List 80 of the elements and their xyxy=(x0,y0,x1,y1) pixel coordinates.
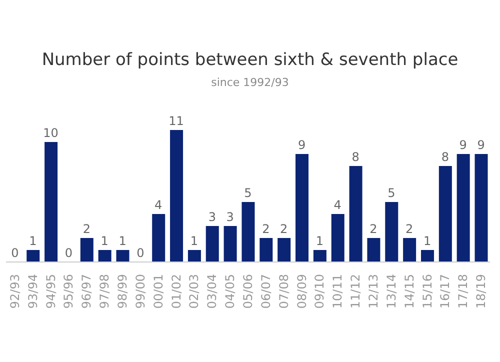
data-label: 0 xyxy=(64,246,73,260)
bar xyxy=(152,214,166,262)
x-tick-label: 08/09 xyxy=(294,274,309,309)
data-label: 1 xyxy=(316,234,324,248)
data-label: 9 xyxy=(298,138,306,152)
bar xyxy=(385,202,398,262)
data-label: 2 xyxy=(262,222,270,236)
data-label: 2 xyxy=(82,222,90,236)
x-tick-label: 11/12 xyxy=(348,274,363,309)
x-tick-label: 12/13 xyxy=(366,274,380,309)
data-label: 1 xyxy=(423,234,432,248)
data-label: 3 xyxy=(208,210,216,224)
data-label: 11 xyxy=(168,114,184,128)
x-tick-label: 94/95 xyxy=(44,274,58,309)
x-tick-label: 16/17 xyxy=(438,274,452,309)
data-label: 4 xyxy=(334,198,342,212)
x-tick-label: 18/19 xyxy=(474,274,488,309)
bar xyxy=(474,154,488,262)
data-label: 2 xyxy=(280,222,288,236)
x-tick-label: 03/04 xyxy=(205,274,220,309)
data-label: 8 xyxy=(352,150,360,164)
bar xyxy=(367,238,380,262)
x-tick-label: 00/01 xyxy=(151,274,166,309)
bar xyxy=(403,238,416,262)
bar xyxy=(438,166,452,262)
chart-title: Number of points between sixth & seventh place xyxy=(40,50,460,70)
bar xyxy=(224,226,237,262)
bar xyxy=(170,130,184,262)
x-tick-label: 13/14 xyxy=(384,274,398,309)
data-label: 0 xyxy=(11,246,19,260)
bar xyxy=(313,250,326,262)
x-tick-label: 14/15 xyxy=(402,274,416,309)
x-tick-label: 07/08 xyxy=(276,274,291,309)
data-label: 1 xyxy=(118,234,126,248)
x-tick-label: 05/06 xyxy=(241,274,255,309)
x-tick-label: 95/96 xyxy=(62,274,76,309)
data-label: 5 xyxy=(388,186,396,200)
data-label: 4 xyxy=(154,198,162,212)
x-tick-label: 17/18 xyxy=(456,274,470,309)
x-tick-label: 10/11 xyxy=(330,274,345,309)
data-label: 1 xyxy=(100,234,108,248)
x-tick-label: 96/97 xyxy=(80,274,94,309)
x-tick-label: 98/99 xyxy=(116,274,130,309)
bar xyxy=(80,238,94,262)
x-tick-label: 01/02 xyxy=(169,274,184,309)
x-tick-label: 97/98 xyxy=(98,274,112,309)
x-tick-label: 92/93 xyxy=(8,274,22,309)
data-label: 0 xyxy=(136,246,144,260)
data-label: 3 xyxy=(226,210,234,224)
x-tick-label: 99/00 xyxy=(133,274,148,309)
bar xyxy=(26,250,40,262)
x-tick-label: 15/16 xyxy=(420,274,434,309)
bar xyxy=(98,250,112,262)
bar xyxy=(456,154,470,262)
bar xyxy=(44,142,58,262)
x-tick-label: 02/03 xyxy=(187,274,202,309)
x-tick-label: 04/05 xyxy=(223,274,238,309)
bar xyxy=(420,250,434,262)
bar xyxy=(331,214,344,262)
data-label: 9 xyxy=(459,138,467,152)
x-tick-label: 09/10 xyxy=(312,274,327,309)
bar xyxy=(278,238,291,262)
bar xyxy=(116,250,130,262)
x-tick-label: 93/94 xyxy=(26,274,40,309)
data-label: 10 xyxy=(43,126,58,140)
data-label: 2 xyxy=(370,222,378,236)
bar xyxy=(242,202,255,262)
data-label: 8 xyxy=(441,150,450,164)
x-tick-label: 06/07 xyxy=(258,274,273,309)
bar xyxy=(349,166,362,262)
data-label: 2 xyxy=(406,222,414,236)
bar xyxy=(296,154,309,262)
bar xyxy=(206,226,219,262)
data-label: 1 xyxy=(29,234,37,248)
chart-subtitle: since 1992/93 xyxy=(210,76,290,89)
bar xyxy=(260,238,273,262)
data-label: 9 xyxy=(477,138,485,152)
data-label: 5 xyxy=(244,186,252,200)
data-label: 1 xyxy=(190,234,198,248)
bar xyxy=(188,250,201,262)
